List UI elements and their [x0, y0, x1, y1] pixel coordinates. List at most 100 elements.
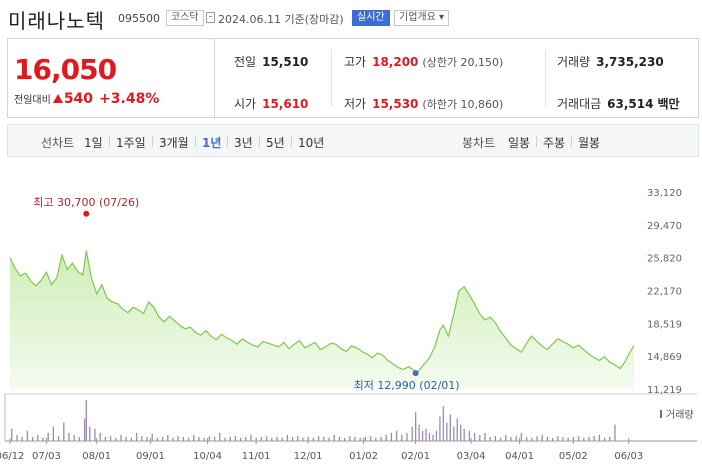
volume-legend-swatch [660, 410, 662, 418]
period-10y[interactable]: 10년 [298, 136, 325, 150]
volume-bar [302, 437, 304, 441]
volume-bar [562, 436, 564, 441]
volume-bar [435, 430, 438, 441]
volume-bar [588, 436, 590, 441]
lower-limit: (하한가 10,860) [422, 98, 504, 111]
stock-header: 미래나노텍 095500 코스닥 2024.06.11 기준(장마감) 실시간 … [0, 0, 702, 36]
change-percent: +3.48% [99, 91, 160, 107]
x-tick-label: 08/01 [82, 451, 111, 462]
price-area [10, 250, 634, 389]
volume-bar [359, 437, 361, 441]
period-1y[interactable]: 1년 [202, 136, 222, 150]
volume-bar [89, 426, 91, 441]
divider [571, 136, 572, 147]
volume-bar [260, 436, 263, 441]
candle-weekly[interactable]: 주봉 [543, 136, 566, 150]
period-bar: 선차트 1일 1주일 3개월 1년 3년 5년 10년 봉차트 일봉 주봉 월봉 [7, 124, 699, 157]
volume-bar [463, 428, 465, 441]
volume-bar [312, 437, 315, 441]
candle-daily[interactable]: 일봉 [508, 136, 531, 150]
quote-panel: 16,050 전일대비 540 +3.48% 전일 15,510 시가 15,610 고… [7, 38, 699, 118]
volume-bar [276, 436, 278, 441]
clock-icon [206, 12, 215, 23]
company-overview-dropdown[interactable]: 기업개요 ▾ [394, 10, 449, 26]
volume-bar [161, 436, 164, 441]
volume-bar [83, 418, 86, 441]
divider [291, 136, 292, 147]
volume-bar [546, 436, 549, 441]
amount-unit: 백만 [657, 97, 680, 111]
volume-bar [369, 436, 372, 441]
price-chart[interactable]: 33,120 29,470 25,820 22,170 18,519 14,869 11,2… [0, 160, 702, 465]
volume-bar [453, 426, 455, 441]
volume-bar [609, 436, 611, 441]
volume-bar [104, 436, 107, 441]
volume-bar [16, 434, 18, 441]
volume-bar [198, 436, 200, 441]
volume-bar [406, 432, 408, 441]
high-label: 고가 [344, 55, 367, 69]
candle-monthly[interactable]: 월봉 [578, 136, 601, 150]
stock-code: 095500 [118, 12, 160, 25]
volume-bar [354, 436, 356, 441]
volume-bar [505, 434, 507, 441]
quote-date: 2024.06.11 기준(장마감) [218, 13, 344, 26]
period-1w[interactable]: 1주일 [116, 136, 146, 150]
volume-bar [234, 436, 237, 441]
volume-bar [456, 418, 458, 441]
volume-bar [415, 412, 417, 441]
volume-bar [499, 437, 502, 441]
open-label: 시가 [234, 97, 257, 111]
volume-bar [525, 436, 528, 441]
period-3y[interactable]: 3년 [234, 136, 253, 150]
volume-bar [37, 434, 39, 441]
volume-bar [468, 430, 471, 441]
volume-bar [515, 436, 517, 441]
upper-limit: (상한가 20,150) [422, 56, 504, 69]
volume-bar [449, 414, 451, 441]
volume-bar [250, 434, 252, 441]
divider [545, 49, 546, 107]
prev-close-label: 전일 [234, 55, 257, 69]
period-1d[interactable]: 1일 [84, 136, 103, 150]
x-tick-label: 10/04 [193, 451, 222, 462]
change-value: 540 [63, 91, 94, 107]
period-3m[interactable]: 3개월 [159, 136, 189, 150]
y-tick-label: 25,820 [647, 254, 682, 265]
volume-bar [328, 437, 330, 441]
volume-bar [390, 432, 393, 441]
low-price: 저가 15,530 (하한가 10,860) [344, 95, 503, 112]
volume-bar [156, 437, 159, 441]
volume-bar [567, 437, 569, 441]
min-marker [412, 370, 419, 377]
market-tag: 코스닥 [166, 10, 204, 26]
volume-bar [182, 436, 185, 441]
volume-bar [130, 437, 133, 441]
x-tick-label: 12/01 [294, 451, 323, 462]
prev-close-value: 15,510 [262, 55, 309, 69]
volume-bar [349, 436, 351, 441]
period-5y[interactable]: 5년 [266, 136, 285, 150]
x-tick-label: 02/01 [401, 451, 430, 462]
stock-name: 미래나노텍 [8, 9, 105, 33]
amount-label: 거래대금 [557, 97, 602, 111]
volume-bar [125, 436, 127, 441]
volume-bar [551, 437, 554, 441]
volume-bar [167, 434, 169, 441]
volume-bar [425, 428, 427, 441]
realtime-button[interactable]: 실시간 [352, 10, 390, 26]
volume-bar [271, 437, 273, 441]
volume-bar [364, 436, 367, 441]
volume-bar [63, 422, 65, 441]
volume-bar [323, 436, 325, 441]
volume-bar [245, 436, 247, 441]
y-tick-label: 18,519 [647, 319, 682, 330]
volume-bar [224, 437, 226, 441]
volume-bar [598, 434, 601, 441]
divider [195, 136, 196, 147]
volume-bar [317, 436, 320, 441]
high-price: 고가 18,200 (상한가 20,150) [344, 53, 503, 70]
x-tick-label: 05/02 [559, 451, 588, 462]
x-tick-label: 06/12 [0, 451, 24, 462]
y-tick-label: 11,219 [647, 385, 682, 396]
